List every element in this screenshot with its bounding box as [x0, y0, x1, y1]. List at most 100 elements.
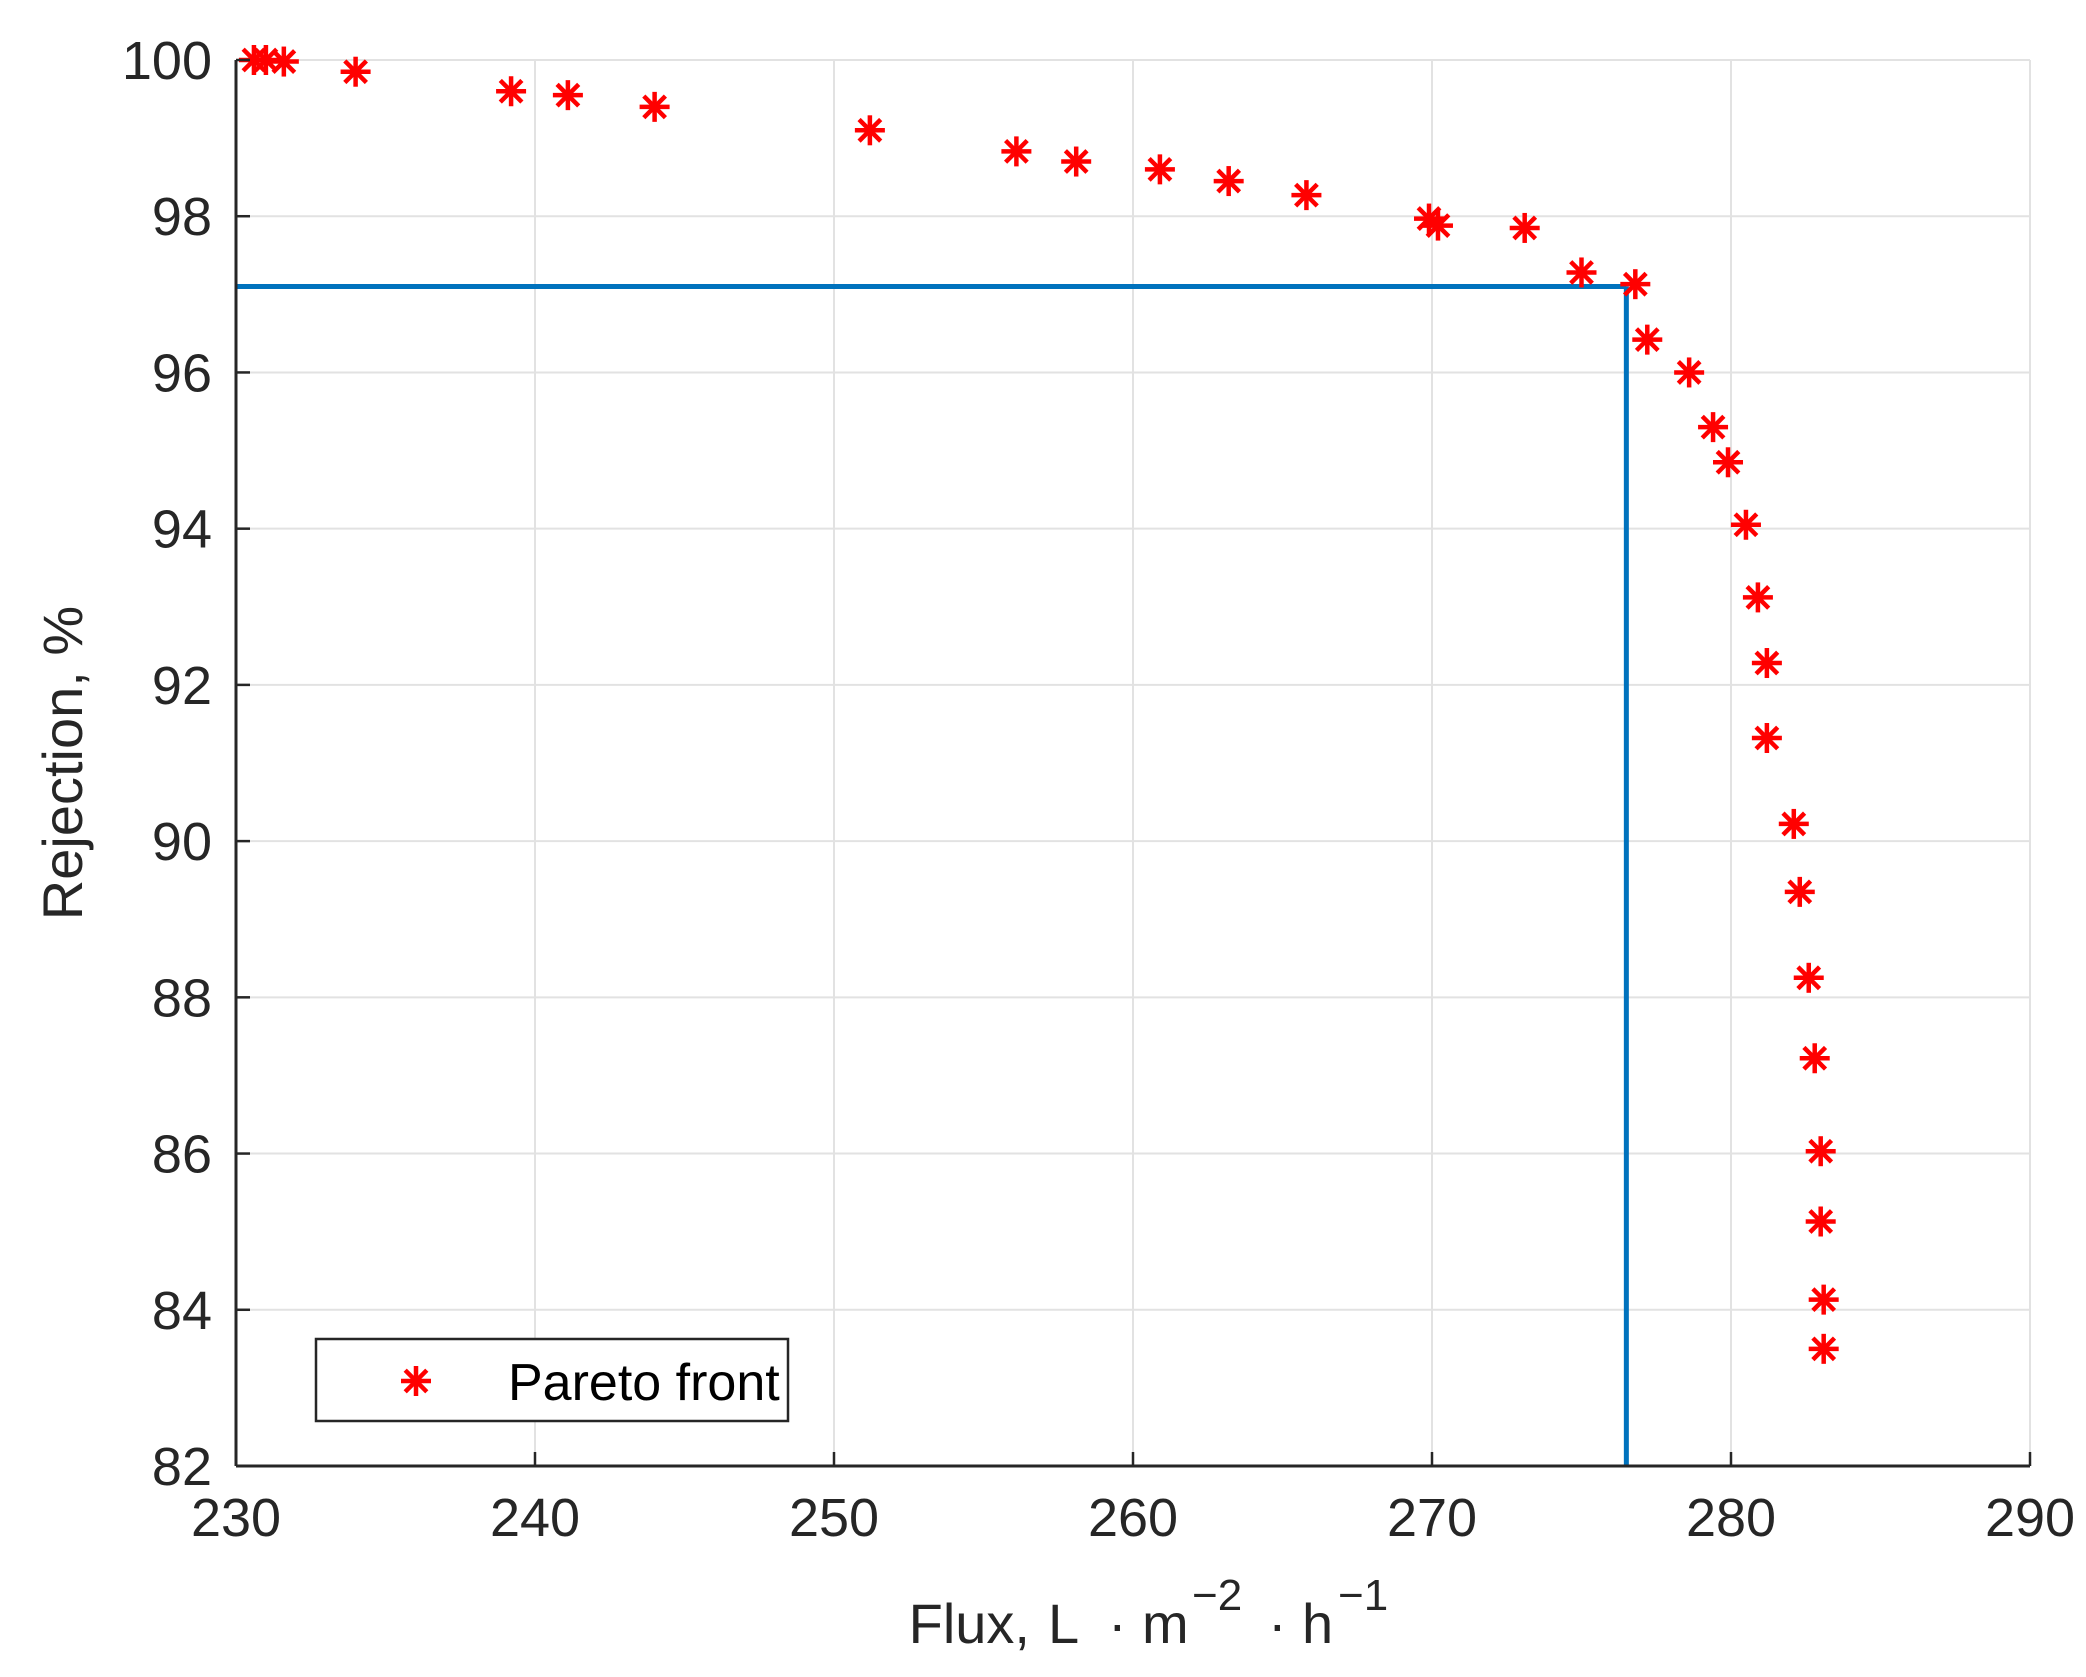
- asterisk-stroke: [343, 59, 368, 85]
- data-point: [1632, 324, 1663, 355]
- x-axis-title-label: Flux,: [909, 1592, 1030, 1655]
- y-tick-label: 88: [152, 968, 212, 1028]
- legend-asterisk: [401, 1366, 431, 1396]
- data-point: [340, 56, 371, 87]
- asterisk-stroke: [1147, 156, 1173, 182]
- data-point: [1808, 1333, 1839, 1364]
- asterisk-stroke: [1745, 585, 1771, 610]
- x-axis-title-unit-l: L: [1048, 1592, 1079, 1655]
- asterisk-stroke: [555, 82, 581, 108]
- x-axis-title-unit-dot1: ·: [1108, 1592, 1127, 1655]
- y-tick-label: 82: [152, 1437, 212, 1497]
- data-point: [552, 80, 583, 111]
- asterisk-stroke: [271, 49, 297, 74]
- y-tick-label: 86: [152, 1125, 212, 1185]
- asterisk-stroke: [1634, 327, 1660, 353]
- data-point: [1713, 447, 1744, 478]
- data-point: [854, 115, 885, 146]
- asterisk-stroke: [1754, 725, 1780, 751]
- y-tick-label: 94: [152, 500, 212, 560]
- asterisk-stroke: [1569, 260, 1594, 285]
- data-point: [1001, 136, 1032, 167]
- data-point: [1751, 648, 1782, 679]
- asterisk-stroke: [1787, 879, 1813, 905]
- asterisk-stroke: [1063, 149, 1089, 174]
- data-point: [1808, 1284, 1839, 1315]
- data-point: [1742, 582, 1773, 613]
- data-point: [1620, 269, 1651, 300]
- asterisk-stroke: [1811, 1287, 1837, 1313]
- x-axis-title-unit-h-exponent: −1: [1338, 1571, 1388, 1620]
- x-axis-title: Flux, L · m −2 · h −1: [909, 1571, 1389, 1655]
- data-point: [1674, 357, 1705, 388]
- asterisk-stroke: [1808, 1138, 1834, 1164]
- asterisk-stroke: [403, 1368, 429, 1394]
- x-tick-label: 280: [1686, 1488, 1776, 1548]
- data-point: [1061, 146, 1092, 177]
- asterisk-stroke: [1003, 138, 1029, 164]
- asterisk-stroke: [1754, 650, 1780, 676]
- asterisk-stroke: [498, 78, 524, 104]
- asterisk-stroke: [1808, 1209, 1834, 1234]
- tick-labels: 230 240 250 260 270 280 290 82 84 86 88 90 92 94 96 98 1…: [122, 31, 2075, 1548]
- data-point: [1144, 154, 1175, 185]
- y-axis-title: Rejection, %: [31, 606, 94, 920]
- asterisk-stroke: [1811, 1336, 1837, 1362]
- x-tick-label: 270: [1387, 1488, 1477, 1548]
- y-tick-label: 96: [152, 343, 212, 403]
- y-tick-label: 90: [152, 812, 212, 872]
- data-point: [1778, 808, 1809, 839]
- y-tick-label: 84: [152, 1281, 212, 1341]
- asterisk-stroke: [1781, 811, 1807, 837]
- asterisk-stroke: [642, 94, 667, 120]
- data-point: [1805, 1136, 1836, 1167]
- asterisk-stroke: [1622, 271, 1648, 297]
- x-tick-label: 240: [490, 1488, 580, 1548]
- grid-lines: [236, 59, 2031, 1466]
- data-point: [268, 46, 299, 77]
- x-axis-title-unit-m-exponent: −2: [1192, 1571, 1242, 1620]
- data-point: [496, 76, 527, 107]
- axes: [234, 58, 2032, 1468]
- asterisk-stroke: [1676, 360, 1702, 385]
- y-tick-label: 100: [122, 31, 212, 91]
- y-tick-label: 92: [152, 656, 212, 716]
- data-point: [1566, 257, 1597, 288]
- asterisk-stroke: [1733, 512, 1759, 538]
- x-axis-title-unit-dot2: ·: [1268, 1592, 1287, 1655]
- reference-lines: [236, 284, 1629, 1466]
- x-tick-label: 290: [1985, 1488, 2075, 1548]
- legend: Pareto front: [314, 1337, 790, 1423]
- asterisk-stroke: [1715, 449, 1741, 475]
- asterisk-stroke: [1802, 1045, 1828, 1071]
- data-point: [1751, 723, 1782, 754]
- asterisk-stroke: [1700, 414, 1726, 440]
- asterisk-stroke: [1796, 965, 1822, 991]
- data-point: [1422, 210, 1453, 241]
- data-point: [1784, 876, 1815, 907]
- data-point: [1805, 1206, 1836, 1237]
- x-axis-title-unit-m: m: [1142, 1592, 1189, 1655]
- asterisk-stroke: [1294, 182, 1319, 208]
- data-point: [1793, 962, 1824, 993]
- data-point: [1698, 412, 1729, 443]
- pareto-front-points: [238, 45, 1839, 1364]
- x-axis-title-unit-h: h: [1302, 1592, 1333, 1655]
- legend-marker-asterisk: [401, 1366, 431, 1396]
- x-tick-label: 250: [789, 1488, 879, 1548]
- asterisk-stroke: [1425, 213, 1451, 238]
- x-tick-label: 260: [1088, 1488, 1178, 1548]
- data-point: [1509, 212, 1540, 243]
- legend-box: [314, 1337, 790, 1423]
- data-point: [1291, 180, 1322, 211]
- y-tick-label: 98: [152, 187, 212, 247]
- legend-label: Pareto front: [508, 1354, 780, 1412]
- asterisk-stroke: [1216, 168, 1242, 194]
- data-point: [1730, 509, 1761, 540]
- asterisk-stroke: [857, 117, 883, 143]
- data-point: [1799, 1043, 1830, 1074]
- asterisk-stroke: [1512, 215, 1538, 241]
- x-tick-label: 230: [191, 1488, 281, 1548]
- data-point: [1213, 166, 1244, 197]
